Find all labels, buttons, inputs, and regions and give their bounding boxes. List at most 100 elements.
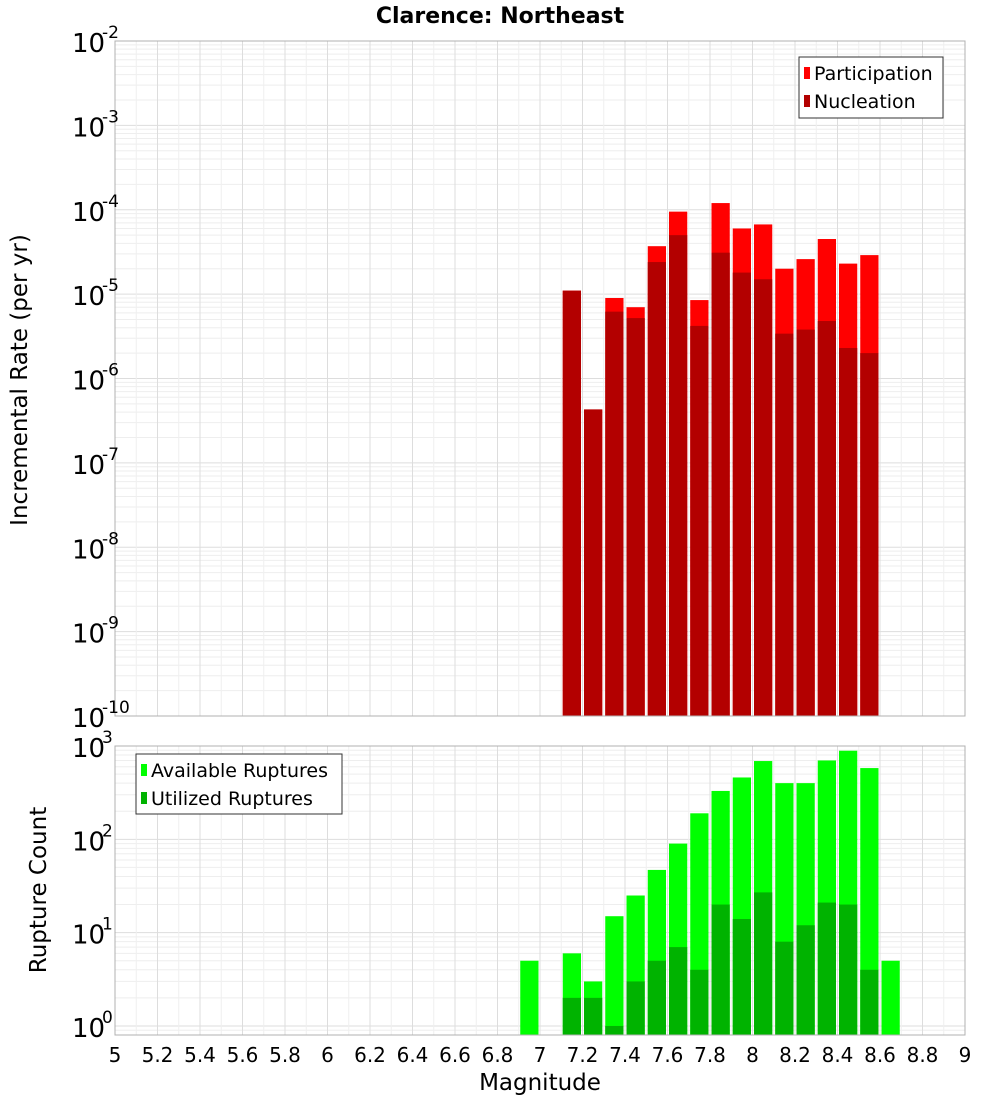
x-axis-title: Magnitude bbox=[479, 1070, 601, 1096]
x-tick-label: 8.2 bbox=[779, 1043, 811, 1067]
x-tick-label: 5.2 bbox=[142, 1043, 174, 1067]
utilized-ruptures-bar bbox=[775, 941, 794, 1035]
bottom-y-tick-exponent: 3 bbox=[102, 728, 113, 748]
utilized-ruptures-bar bbox=[860, 969, 879, 1035]
utilized-ruptures-bar bbox=[605, 1025, 624, 1035]
nucleation-bar bbox=[669, 235, 688, 716]
bottom-y-tick-exponent: 2 bbox=[102, 821, 113, 841]
bottom-y-tick-exponent: 0 bbox=[102, 1008, 113, 1028]
bottom-y-tick-label: 10 bbox=[72, 734, 105, 764]
x-tick-label: 8.8 bbox=[907, 1043, 939, 1067]
nucleation-bar bbox=[711, 252, 730, 716]
top-legend-label: Nucleation bbox=[814, 91, 916, 113]
top-y-tick-exponent: -4 bbox=[102, 192, 119, 212]
x-tick-label: 9 bbox=[959, 1043, 972, 1067]
top-y-tick-label: 10 bbox=[72, 704, 105, 734]
top-y-tick-label: 10 bbox=[72, 198, 105, 228]
top-y-tick-exponent: -9 bbox=[102, 614, 119, 634]
top-legend-box bbox=[798, 56, 944, 119]
bottom-plot-border bbox=[114, 745, 966, 1036]
nucleation-bar bbox=[775, 333, 794, 716]
top-y-tick-exponent: -6 bbox=[102, 361, 119, 381]
x-tick-label: 8.4 bbox=[822, 1043, 854, 1067]
top-y-tick-exponent: -8 bbox=[102, 529, 119, 549]
available-ruptures-bar bbox=[881, 960, 900, 1035]
bottom-y-axis-title: Rupture Count bbox=[26, 807, 52, 973]
utilized-ruptures-bar bbox=[839, 904, 858, 1035]
top-y-tick-label: 10 bbox=[72, 620, 105, 650]
utilized-ruptures-bar bbox=[796, 925, 815, 1035]
bottom-y-tick-exponent: 1 bbox=[102, 915, 113, 935]
x-tick-label: 6.4 bbox=[397, 1043, 429, 1067]
top-y-tick-label: 10 bbox=[72, 451, 105, 481]
bottom-legend-box bbox=[135, 753, 343, 815]
nucleation-bar bbox=[626, 318, 645, 716]
bottom-legend: Available Ruptures Utilized Ruptures bbox=[135, 753, 343, 815]
top-legend-swatch bbox=[804, 95, 810, 107]
nucleation-bar bbox=[754, 279, 773, 716]
nucleation-bar bbox=[796, 329, 815, 716]
nucleation-bar bbox=[562, 290, 581, 716]
nucleation-bar bbox=[605, 311, 624, 716]
top-y-tick-label: 10 bbox=[72, 367, 105, 397]
top-y-tick-exponent: -7 bbox=[102, 445, 119, 465]
x-tick-label: 5.8 bbox=[269, 1043, 301, 1067]
utilized-ruptures-bar bbox=[584, 997, 603, 1035]
nucleation-bar bbox=[690, 325, 709, 716]
nucleation-bar bbox=[817, 321, 836, 716]
top-y-tick-label: 10 bbox=[72, 29, 105, 59]
utilized-ruptures-bar bbox=[754, 892, 773, 1035]
top-y-tick-exponent: -2 bbox=[102, 23, 119, 43]
x-tick-label: 6 bbox=[321, 1043, 334, 1067]
available-ruptures-bar bbox=[520, 960, 539, 1035]
top-y-tick-exponent: -5 bbox=[102, 276, 119, 296]
bottom-y-tick-label: 10 bbox=[72, 827, 105, 857]
utilized-ruptures-bar bbox=[626, 981, 645, 1035]
top-y-tick-exponent: -3 bbox=[102, 107, 119, 127]
x-tick-label: 5.6 bbox=[227, 1043, 259, 1067]
top-y-tick-exponent: -10 bbox=[102, 698, 130, 718]
x-tick-label: 8 bbox=[746, 1043, 759, 1067]
x-ticks: 5 5.2 5.4 5.6 5.8 6 6.2 6.4 6.6 6.8 7 7.2 7.4 7.6 7.8 8… bbox=[109, 1043, 972, 1067]
nucleation-bar bbox=[732, 272, 751, 716]
bottom-legend-swatch bbox=[141, 792, 147, 804]
chart-title: Clarence: Northeast bbox=[376, 4, 625, 29]
bottom-bars bbox=[520, 750, 900, 1035]
nucleation-bar bbox=[839, 347, 858, 716]
top-legend-label: Participation bbox=[814, 63, 933, 85]
top-legend-swatch bbox=[804, 67, 810, 79]
utilized-ruptures-bar bbox=[647, 960, 666, 1035]
bottom-y-tick-label: 10 bbox=[72, 1014, 105, 1044]
available-ruptures-bar bbox=[860, 768, 879, 1035]
x-tick-label: 5 bbox=[109, 1043, 122, 1067]
bottom-legend-label: Available Ruptures bbox=[151, 760, 328, 782]
utilized-ruptures-bar bbox=[690, 969, 709, 1035]
top-y-tick-label: 10 bbox=[72, 113, 105, 143]
top-y-axis-title: Incremental Rate (per yr) bbox=[7, 234, 33, 526]
x-tick-label: 7.8 bbox=[694, 1043, 726, 1067]
nucleation-bar bbox=[584, 409, 603, 716]
x-tick-label: 8.6 bbox=[864, 1043, 896, 1067]
x-tick-label: 7.2 bbox=[567, 1043, 599, 1067]
bottom-y-tick-label: 10 bbox=[72, 921, 105, 951]
x-tick-label: 6.8 bbox=[482, 1043, 514, 1067]
utilized-ruptures-bar bbox=[711, 904, 730, 1035]
x-tick-label: 5.4 bbox=[184, 1043, 216, 1067]
top-legend: Participation Nucleation bbox=[798, 56, 944, 119]
utilized-ruptures-bar bbox=[732, 919, 751, 1035]
available-ruptures-bar bbox=[605, 916, 624, 1035]
bottom-legend-label: Utilized Ruptures bbox=[151, 788, 313, 810]
utilized-ruptures-bar bbox=[562, 997, 581, 1035]
top-y-tick-label: 10 bbox=[72, 282, 105, 312]
x-tick-label: 7 bbox=[534, 1043, 547, 1067]
x-tick-label: 6.6 bbox=[439, 1043, 471, 1067]
utilized-ruptures-bar bbox=[817, 902, 836, 1035]
top-gridlines bbox=[114, 41, 966, 717]
nucleation-bar bbox=[860, 353, 879, 716]
nucleation-bar bbox=[647, 262, 666, 716]
top-bars bbox=[562, 203, 879, 717]
bottom-legend-swatch bbox=[141, 764, 147, 776]
